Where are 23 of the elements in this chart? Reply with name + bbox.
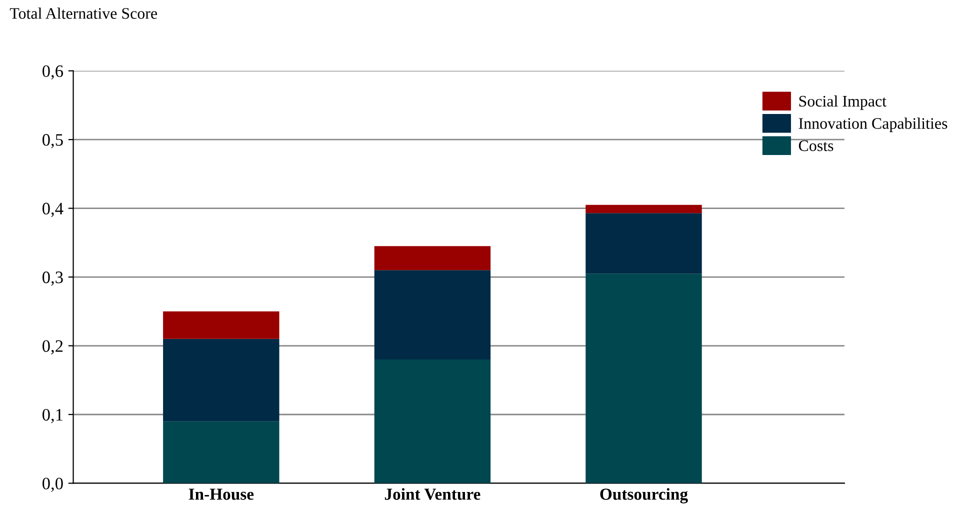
legend-label: Social Impact [799,95,886,110]
bar [163,338,280,422]
y-tick-label: 0,4 [42,202,64,217]
bar [374,360,491,484]
y-tick-label: 0,6 [42,65,64,80]
x-tick-label: Joint Venture [384,488,480,500]
x-tick-label: Outsourcing [600,488,688,504]
bar [586,274,702,484]
y-axis-title: Total Alternative Score [10,8,157,19]
bar [374,270,491,360]
bar [374,246,491,270]
x-tick-label: In-House [188,488,254,500]
y-tick-label: 0,5 [42,134,63,148]
bar [163,421,280,484]
y-tick-label: 0,0 [42,478,63,492]
bar [163,311,280,339]
legend-label: Costs [798,140,834,152]
bar [586,213,702,274]
bar [586,204,702,214]
y-tick-label: 0,1 [42,408,62,424]
y-tick-label: 0,2 [42,340,63,354]
legend-label: Innovation Capabilities [798,118,948,132]
y-tick-label: 0,3 [42,272,63,286]
